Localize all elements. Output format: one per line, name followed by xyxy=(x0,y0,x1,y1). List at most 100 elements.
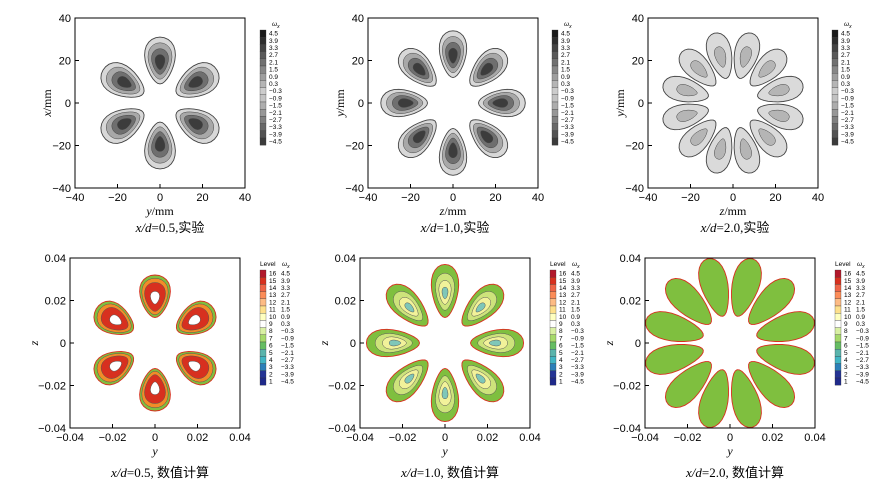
colorbar-swatch xyxy=(834,313,842,321)
colorbar-swatch xyxy=(831,80,839,88)
x-tick-label: 40 xyxy=(812,192,824,204)
colorbar-swatch xyxy=(834,305,842,314)
colorbar-omega-title: ωx xyxy=(564,21,572,30)
colorbar-omega-value: 0.9 xyxy=(571,314,580,321)
colorbar-omega-value: −0.9 xyxy=(281,335,294,342)
vorticity-lobe xyxy=(404,373,415,384)
colorbar-level-value: 11 xyxy=(559,307,566,314)
y-axis-label: z xyxy=(317,340,331,346)
colorbar-level-value: 16 xyxy=(844,271,852,278)
colorbar-swatch xyxy=(549,269,557,278)
colorbar-omega-value: −1.5 xyxy=(571,343,584,350)
colorbar-omega-value: −2.1 xyxy=(841,110,854,117)
colorbar-level-value: 8 xyxy=(559,328,563,335)
colorbar-omega-value: −0.3 xyxy=(281,328,294,335)
x-axis-label: z/mm xyxy=(439,204,467,218)
plot-area: −40 −20 0 20 40 40 20 0 −20 −40 z/mm y/mm xyxy=(333,13,544,218)
colorbar-level-value: 11 xyxy=(269,307,276,314)
colorbar-level-title: Level xyxy=(260,261,276,268)
y-tick-label: 0 xyxy=(638,98,644,110)
y-tick-label: −20 xyxy=(345,141,364,153)
x-tick-label: 0 xyxy=(727,432,733,444)
colorbar-swatch xyxy=(259,291,267,299)
x-tick-label: 20 xyxy=(489,192,501,204)
panel-bottom-left: −0.04 −0.02 0 0.02 0.04 0.04 0.02 0 −0.02 −0.04 y z… xyxy=(27,250,295,465)
colorbar-swatch xyxy=(549,341,557,350)
vorticity-lobe xyxy=(676,109,698,122)
colorbar-swatch xyxy=(259,313,267,321)
panel-caption: x/d=0.5, 数值计算 xyxy=(90,462,230,481)
colorbar-omega-value: 4.5 xyxy=(841,31,850,38)
colorbar-swatch xyxy=(259,349,267,357)
vorticity-lobe xyxy=(756,311,815,342)
vorticity-lobe xyxy=(154,136,166,152)
x-tick-label: 0 xyxy=(442,432,448,444)
y-tick-label: 0 xyxy=(65,98,71,110)
x-tick-label: 20 xyxy=(769,192,781,204)
colorbar-swatch xyxy=(551,116,559,124)
colorbar-swatch xyxy=(549,284,557,292)
x-tick-label: −20 xyxy=(681,192,700,204)
colorbar-level-value: 9 xyxy=(269,321,273,328)
colorbar-omega-value: 4.5 xyxy=(856,271,865,278)
colorbar-omega-value: 0.3 xyxy=(841,81,850,88)
colorbar-omega-value: 2.1 xyxy=(571,299,580,306)
colorbar-swatch xyxy=(551,109,559,117)
colorbar-swatch xyxy=(834,334,842,343)
y-tick-label: −0.02 xyxy=(613,381,641,393)
panel-caption: x/d=0.5,实验 xyxy=(100,217,240,236)
colorbar-level-title: Level xyxy=(550,261,566,268)
panel-bottom-right: −0.04 −0.02 0 0.02 0.04 0.04 0.02 0 −0.02 −0.04 y z… xyxy=(602,250,870,465)
vorticity-lobe xyxy=(404,302,415,313)
vorticity-lobe xyxy=(739,138,752,160)
colorbar-swatch xyxy=(834,320,842,328)
colorbar-swatch xyxy=(834,269,842,278)
vorticity-lobe xyxy=(117,76,132,88)
colorbar-omega-value: 2.7 xyxy=(571,292,580,299)
colorbar-omega-title: ωx xyxy=(857,261,865,270)
x-tick-label: 20 xyxy=(196,192,208,204)
colorbar-swatch xyxy=(549,313,557,321)
colorbar-omega-value: 4.5 xyxy=(571,271,580,278)
colorbar-omega-value: −4.5 xyxy=(561,139,574,146)
colorbar-omega-value: −3.3 xyxy=(841,124,854,131)
colorbar-swatch xyxy=(259,65,267,74)
colorbar-swatch xyxy=(831,101,839,110)
vorticity-lobe xyxy=(488,339,502,347)
colorbar-level-value: 1 xyxy=(844,379,848,386)
colorbar-level-value: 2 xyxy=(844,371,848,378)
colorbar-level-value: 5 xyxy=(844,350,848,357)
colorbar-level-value: 13 xyxy=(559,292,567,299)
colorbar-omega-value: −2.1 xyxy=(856,350,869,357)
vorticity-lobe xyxy=(109,314,122,326)
colorbar-level-value: 4 xyxy=(559,357,563,364)
colorbar-omega-value: 0.3 xyxy=(856,321,865,328)
colorbar-omega-value: 3.9 xyxy=(856,278,865,285)
colorbar-omega-value: 2.7 xyxy=(561,52,570,59)
colorbar-omega-value: −2.1 xyxy=(561,110,574,117)
colorbar-omega-value: 4.5 xyxy=(281,271,290,278)
plot-area: −0.04 −0.02 0 0.02 0.04 0.04 0.02 0 −0.02 −0.04 y z xyxy=(317,253,541,458)
colorbar-swatch xyxy=(549,349,557,357)
vorticity-lobe xyxy=(480,130,494,144)
colorbar-level-value: 3 xyxy=(269,364,273,371)
colorbar-swatch xyxy=(831,130,839,139)
colorbar-swatch xyxy=(259,58,267,67)
colorbar-omega-value: 3.9 xyxy=(571,278,580,285)
y-tick-label: 20 xyxy=(59,56,71,68)
colorbar-swatch xyxy=(551,44,559,52)
colorbar-omega-value: 0.3 xyxy=(269,81,278,88)
colorbar-swatch xyxy=(259,298,267,307)
colorbar-swatch xyxy=(831,51,839,59)
colorbar-swatch xyxy=(831,65,839,74)
colorbar-level-value: 9 xyxy=(844,321,848,328)
colorbar-omega-value: −3.3 xyxy=(561,124,574,131)
x-tick-label: 0.02 xyxy=(762,432,783,444)
vorticity-lobe xyxy=(690,60,708,78)
x-axis-label: y xyxy=(726,444,733,458)
colorbar-swatch xyxy=(551,101,559,110)
colorbar-omega-value: 1.5 xyxy=(856,307,865,314)
colorbar-omega-value: 0.9 xyxy=(841,74,850,81)
colorbar-omega-value: 4.5 xyxy=(269,31,278,38)
colorbar-swatch xyxy=(259,51,267,59)
